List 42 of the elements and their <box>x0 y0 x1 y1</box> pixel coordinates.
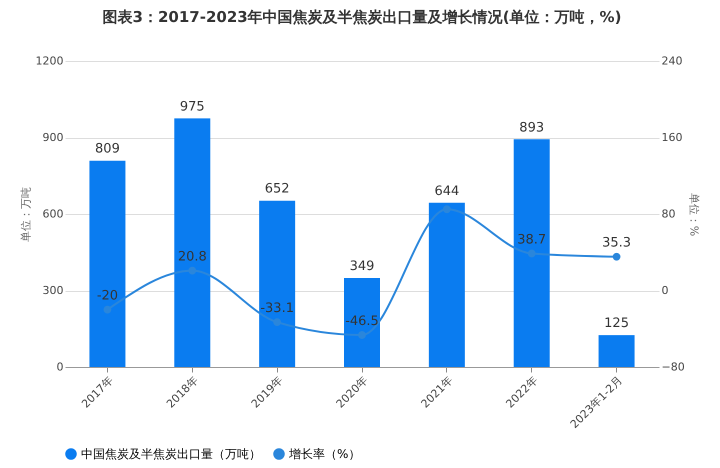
y2-tick-label: 240 <box>662 54 682 68</box>
y-tick-label: 900 <box>42 131 64 144</box>
y2-tick-label: −80 <box>662 360 685 374</box>
legend-label: 中国焦炭及半焦炭出口量（万吨） <box>81 447 261 461</box>
data-label: 652 <box>264 182 290 197</box>
point <box>528 250 536 258</box>
data-label: -20 <box>96 288 118 304</box>
bar <box>89 160 126 367</box>
bar <box>259 200 296 367</box>
bar <box>174 118 210 367</box>
data-label: 125 <box>604 316 629 332</box>
y-tick-label: 600 <box>42 208 64 220</box>
data-label: 893 <box>519 120 544 136</box>
point <box>612 252 620 261</box>
bar <box>598 335 635 367</box>
data-label: 644 <box>434 184 460 199</box>
y-axis-title: 单位：万吨 <box>20 187 33 242</box>
data-label: 349 <box>350 259 374 274</box>
point <box>104 306 112 314</box>
point <box>188 266 196 274</box>
chart-title: 图表3：2017-2023年中国焦炭及半焦炭出口量及增长情况(单位：万吨，%) <box>102 8 622 26</box>
y-tick-label: 0 <box>56 360 64 374</box>
bar <box>428 202 465 367</box>
y-tick-label: 1200 <box>36 54 64 68</box>
point <box>273 318 282 326</box>
y-tick-label: 300 <box>42 284 64 297</box>
data-label: 809 <box>95 142 120 157</box>
bar <box>344 278 380 367</box>
data-label: 20.8 <box>178 250 207 265</box>
y2-tick-label: 0 <box>662 284 668 297</box>
y2-tick-label: 80 <box>662 208 676 220</box>
point <box>442 205 451 214</box>
y2-tick-label: 160 <box>662 131 682 144</box>
legend-label: 增长率（%） <box>288 447 360 461</box>
y2-axis-title: 单位：% <box>688 192 701 236</box>
data-label: -33.1 <box>260 301 294 316</box>
data-label: -46.5 <box>345 314 379 329</box>
point <box>358 331 366 339</box>
data-label: 975 <box>180 99 205 114</box>
data-label: 35.3 <box>602 236 632 251</box>
bar <box>514 139 550 367</box>
data-label: 38.7 <box>517 232 546 248</box>
